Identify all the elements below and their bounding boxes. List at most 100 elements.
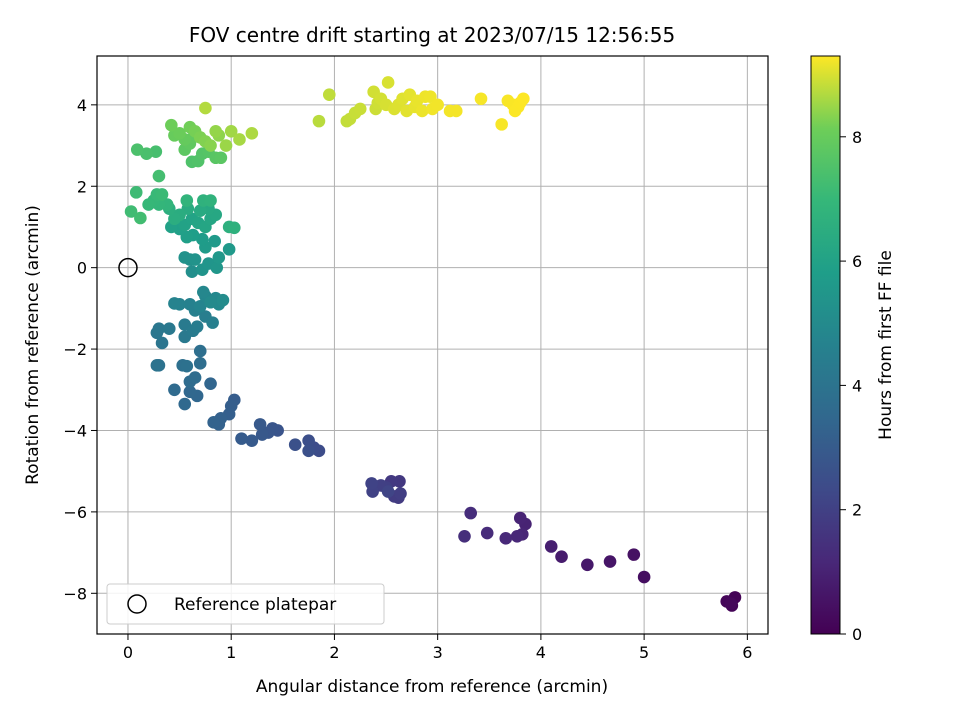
scatter-point: [142, 198, 155, 211]
x-tick-label: 0: [123, 643, 133, 662]
chart-title: FOV centre drift starting at 2023/07/15 …: [189, 23, 675, 47]
scatter-point: [255, 428, 269, 441]
scatter-point: [449, 104, 463, 118]
y-tick-label: −2: [63, 340, 87, 359]
scatter-point: [162, 322, 176, 336]
colorbar-tick-label: 0: [852, 625, 862, 644]
scatter-point: [152, 322, 166, 336]
colorbar-gradient: [810, 55, 841, 635]
scatter-point: [193, 344, 207, 358]
scatter-point: [431, 98, 444, 112]
scatter-point: [206, 316, 219, 329]
legend-box: [106, 583, 385, 625]
scatter-point: [188, 253, 202, 266]
scatter-point: [517, 92, 530, 106]
scatter-point: [199, 101, 212, 115]
scatter-points: [124, 76, 742, 612]
scatter-point: [219, 139, 233, 152]
scatter-point: [129, 186, 143, 199]
scatter-point: [499, 532, 513, 545]
scatter-point: [165, 118, 178, 132]
plot-frame: [96, 55, 769, 635]
scatter-point: [212, 251, 226, 264]
scatter-point: [381, 485, 395, 498]
legend: Reference platepar: [106, 583, 385, 625]
scatter-point: [222, 243, 236, 256]
scatter-point: [155, 336, 169, 350]
scatter-point: [312, 114, 326, 128]
scatter-point: [208, 234, 221, 248]
scatter-point: [178, 251, 192, 264]
scatter-point: [724, 597, 738, 610]
x-axis-ticks: 0 1 2 3 4 5 6: [123, 634, 752, 662]
scatter-point: [180, 359, 194, 373]
scatter-point: [193, 204, 207, 217]
x-axis-label: Angular distance from reference (arcmin): [256, 677, 608, 697]
scatter-point: [168, 383, 181, 397]
scatter-point: [173, 127, 186, 140]
scatter-point: [197, 285, 210, 299]
scatter-point: [134, 211, 147, 225]
scatter-point: [209, 125, 223, 138]
legend-label: Reference platepar: [174, 595, 336, 615]
colorbar-tick-label: 8: [852, 128, 862, 147]
scatter-point: [474, 92, 488, 106]
scatter-point: [204, 295, 217, 309]
scatter-point: [365, 477, 378, 490]
scatter-point: [510, 530, 524, 543]
scatter-point: [513, 511, 527, 525]
scatter-point: [381, 76, 395, 89]
colorbar-tick-label: 2: [852, 501, 862, 520]
scatter-point: [155, 188, 169, 201]
scatter-point: [353, 102, 367, 116]
x-tick-label: 6: [742, 643, 752, 662]
reference-marker: [118, 257, 138, 278]
scatter-point: [204, 139, 217, 152]
y-tick-label: −6: [63, 503, 87, 522]
scatter-point: [188, 371, 202, 384]
scatter-point: [185, 265, 199, 279]
scatter-point: [480, 526, 494, 540]
y-tick-label: −8: [63, 584, 87, 603]
scatter-point: [245, 434, 259, 447]
scatter-point: [193, 300, 207, 313]
y-tick-label: 2: [77, 177, 87, 196]
y-axis-ticks: −8 −6 −4 −2 0 2 4: [63, 96, 97, 603]
scatter-point: [302, 434, 315, 447]
scatter-point: [124, 205, 138, 218]
colorbar-tick-label: 6: [852, 252, 862, 271]
scatter-point: [394, 487, 407, 500]
scatter-point: [555, 550, 568, 563]
scatter-point: [183, 385, 197, 399]
scatter-point: [168, 212, 181, 226]
scatter-point: [495, 118, 508, 131]
scatter-point: [253, 418, 267, 431]
scatter-point: [603, 555, 617, 568]
scatter-point: [581, 558, 594, 572]
scatter-point: [627, 548, 641, 561]
scatter-point: [235, 432, 248, 445]
y-axis-label: Rotation from reference (arcmin): [23, 205, 43, 485]
scatter-point: [322, 88, 336, 101]
scatter-point: [245, 127, 259, 140]
x-tick-label: 5: [639, 643, 649, 662]
scatter-point: [288, 438, 302, 452]
colorbar-ticks: 0 2 4 6 8: [840, 128, 862, 644]
scatter-point: [193, 357, 207, 370]
legend-marker: [127, 594, 147, 614]
y-tick-label: 4: [77, 96, 87, 115]
scatter-point: [216, 293, 230, 307]
scatter-point: [130, 143, 144, 156]
x-tick-label: 1: [226, 643, 236, 662]
scatter-point: [544, 540, 558, 553]
scatter-point: [204, 194, 217, 207]
x-tick-label: 4: [536, 643, 546, 662]
colorbar: 0 2 4 6 8 Hours from first FF file: [810, 55, 896, 644]
scatter-point: [210, 261, 224, 274]
scatter-point: [415, 104, 429, 118]
scatter-point: [227, 221, 241, 235]
scatter-point: [233, 133, 246, 146]
scatter-point: [152, 169, 166, 183]
scatter-point: [183, 297, 197, 311]
